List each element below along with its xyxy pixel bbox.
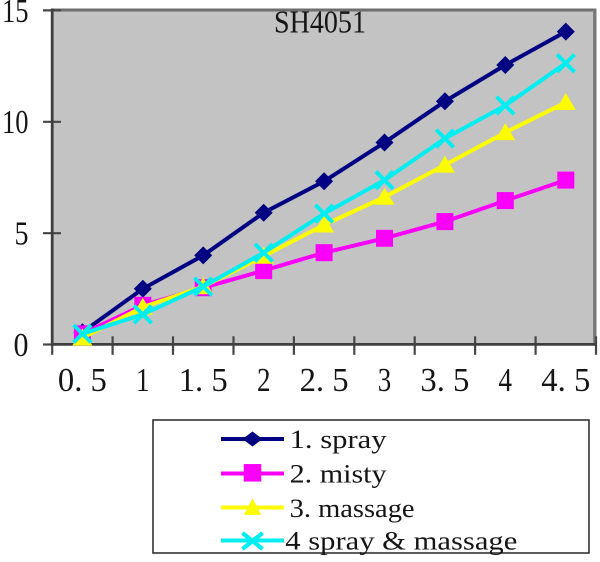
svg-text:5: 5 [15,216,29,253]
svg-text:4: 4 [499,362,513,399]
svg-text:2: 2 [257,362,271,399]
svg-text:SH4051: SH4051 [274,4,366,40]
svg-text:15: 15 [2,0,29,30]
svg-text:2. 5: 2. 5 [300,362,349,399]
svg-text:3. 5: 3. 5 [420,362,469,399]
svg-text:10: 10 [2,104,29,141]
svg-text:0: 0 [14,327,29,364]
svg-text:2. misty: 2. misty [290,460,387,489]
svg-text:1: 1 [136,362,150,399]
svg-text:4 spray & massage: 4 spray & massage [285,526,517,555]
svg-text:3. massage: 3. massage [290,494,415,523]
svg-text:3: 3 [378,362,392,399]
svg-text:1. 5: 1. 5 [179,362,228,399]
svg-text:4. 5: 4. 5 [541,362,590,399]
svg-text:1. spray: 1. spray [290,425,387,454]
svg-text:0. 5: 0. 5 [58,362,107,399]
